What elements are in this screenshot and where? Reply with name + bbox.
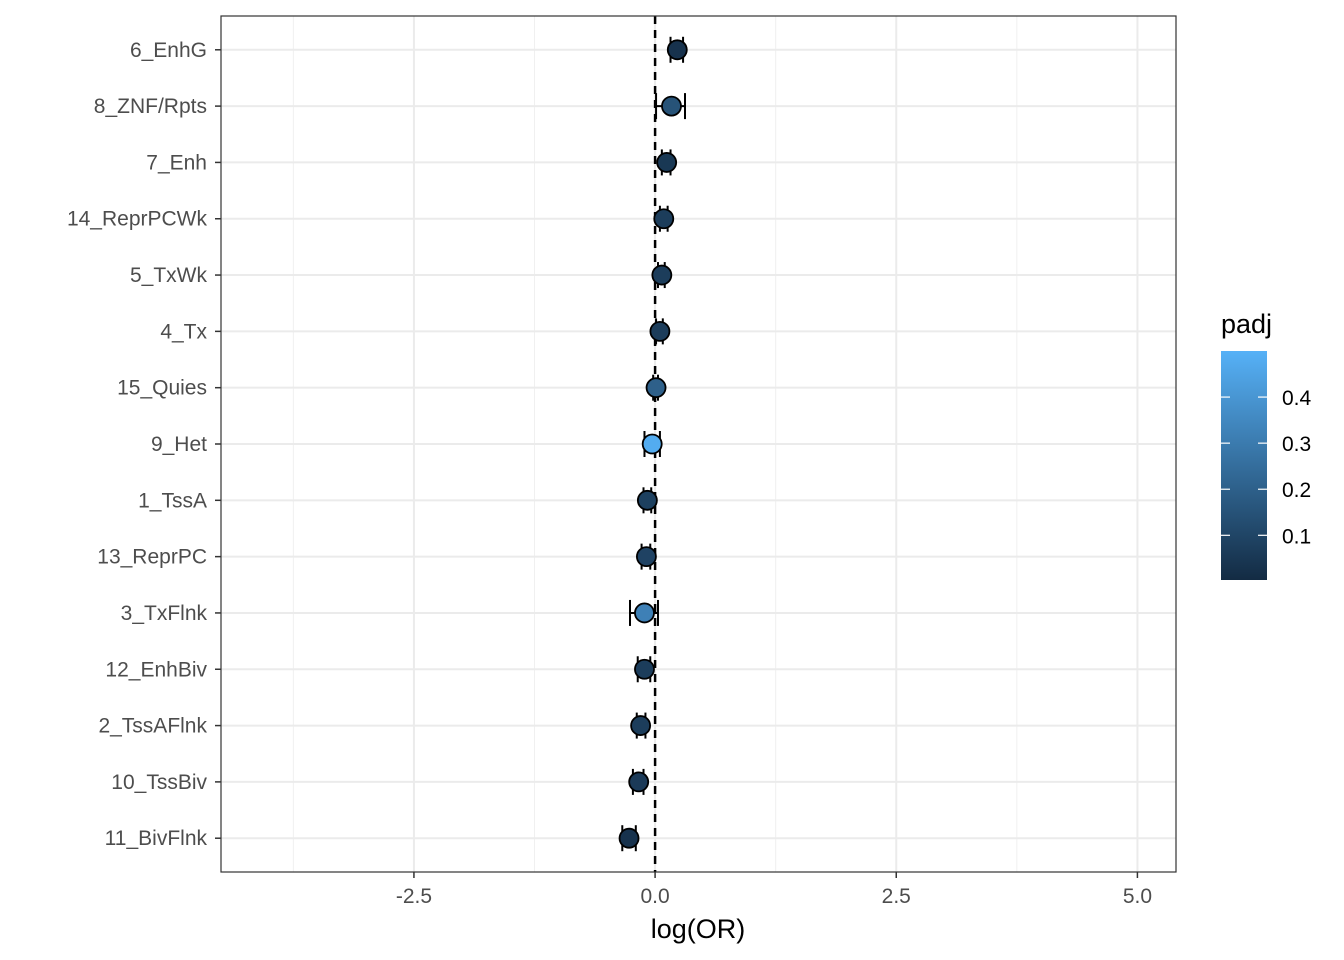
data-point xyxy=(634,602,655,624)
y-tick-label: 14_ReprPCWk xyxy=(67,208,208,231)
data-point-group xyxy=(641,431,663,457)
y-tick-label: 13_ReprPC xyxy=(97,546,207,569)
data-point-group xyxy=(666,36,688,63)
data-point-group xyxy=(636,487,658,514)
legend-tick-label: 0.1 xyxy=(1282,525,1311,548)
legend-ticks: 0.1 0.2 0.3 0.4 xyxy=(1221,387,1312,548)
data-point xyxy=(636,489,658,511)
y-tick-label: 2_TssAFlnk xyxy=(98,715,207,738)
y-tick-label: 8_ZNF/Rpts xyxy=(94,95,207,118)
legend-tick-label: 0.2 xyxy=(1282,479,1311,502)
legend-colorbar xyxy=(1221,351,1267,580)
data-point-group xyxy=(653,205,675,232)
x-tick-label: 2.5 xyxy=(882,885,911,908)
legend-tick-label: 0.4 xyxy=(1282,387,1312,410)
legend: padj 0.1 0.2 0.3 0.4 xyxy=(1221,309,1312,580)
data-point xyxy=(649,320,671,342)
y-tick-label: 4_Tx xyxy=(160,320,207,343)
data-point-group xyxy=(634,656,655,683)
y-tick-label: 9_Het xyxy=(151,433,207,456)
y-tick-label: 12_EnhBiv xyxy=(105,658,207,681)
data-point xyxy=(628,771,650,793)
data-point xyxy=(634,658,655,680)
legend-tick-label: 0.3 xyxy=(1282,433,1311,456)
data-point xyxy=(666,39,688,61)
data-point xyxy=(661,95,682,117)
data-point-group xyxy=(651,262,673,289)
data-point-group xyxy=(618,825,640,852)
y-tick-label: 1_TssA xyxy=(138,489,207,512)
data-point-group xyxy=(628,768,650,795)
data-point-group xyxy=(636,543,657,570)
axes: 6_EnhG 8_ZNF/Rpts 7_Enh 14_ReprPCWk 5_TxWk 4_… xyxy=(67,39,1152,908)
y-tick-label: 11_BivFlnk xyxy=(105,827,208,850)
data-point xyxy=(636,546,657,568)
data-point-group xyxy=(649,318,671,345)
data-point-group xyxy=(629,599,659,626)
y-tick-label: 3_TxFlnk xyxy=(121,602,208,625)
y-tick-label: 10_TssBiv xyxy=(111,771,207,794)
data-point xyxy=(618,827,640,849)
data-point-group xyxy=(630,712,652,739)
data-point-group xyxy=(655,93,686,120)
data-point xyxy=(630,715,652,736)
data-point-group xyxy=(656,149,678,176)
y-tick-label: 6_EnhG xyxy=(130,39,207,62)
data-point xyxy=(651,264,673,286)
legend-title: padj xyxy=(1221,309,1272,339)
data-point xyxy=(645,377,667,399)
data-point-group xyxy=(645,374,667,401)
x-tick-label: -2.5 xyxy=(396,885,432,908)
data-point xyxy=(653,208,675,230)
data-marks xyxy=(618,36,688,852)
x-tick-label: 5.0 xyxy=(1123,885,1152,908)
y-tick-label: 7_Enh xyxy=(146,151,207,174)
x-axis-title: log(OR) xyxy=(651,914,746,944)
y-tick-label: 15_Quies xyxy=(117,377,207,400)
y-tick-label: 5_TxWk xyxy=(130,264,208,287)
data-point xyxy=(641,433,663,455)
x-tick-label: 0.0 xyxy=(640,885,669,908)
data-point xyxy=(656,152,678,173)
grid-lines xyxy=(221,16,1176,872)
